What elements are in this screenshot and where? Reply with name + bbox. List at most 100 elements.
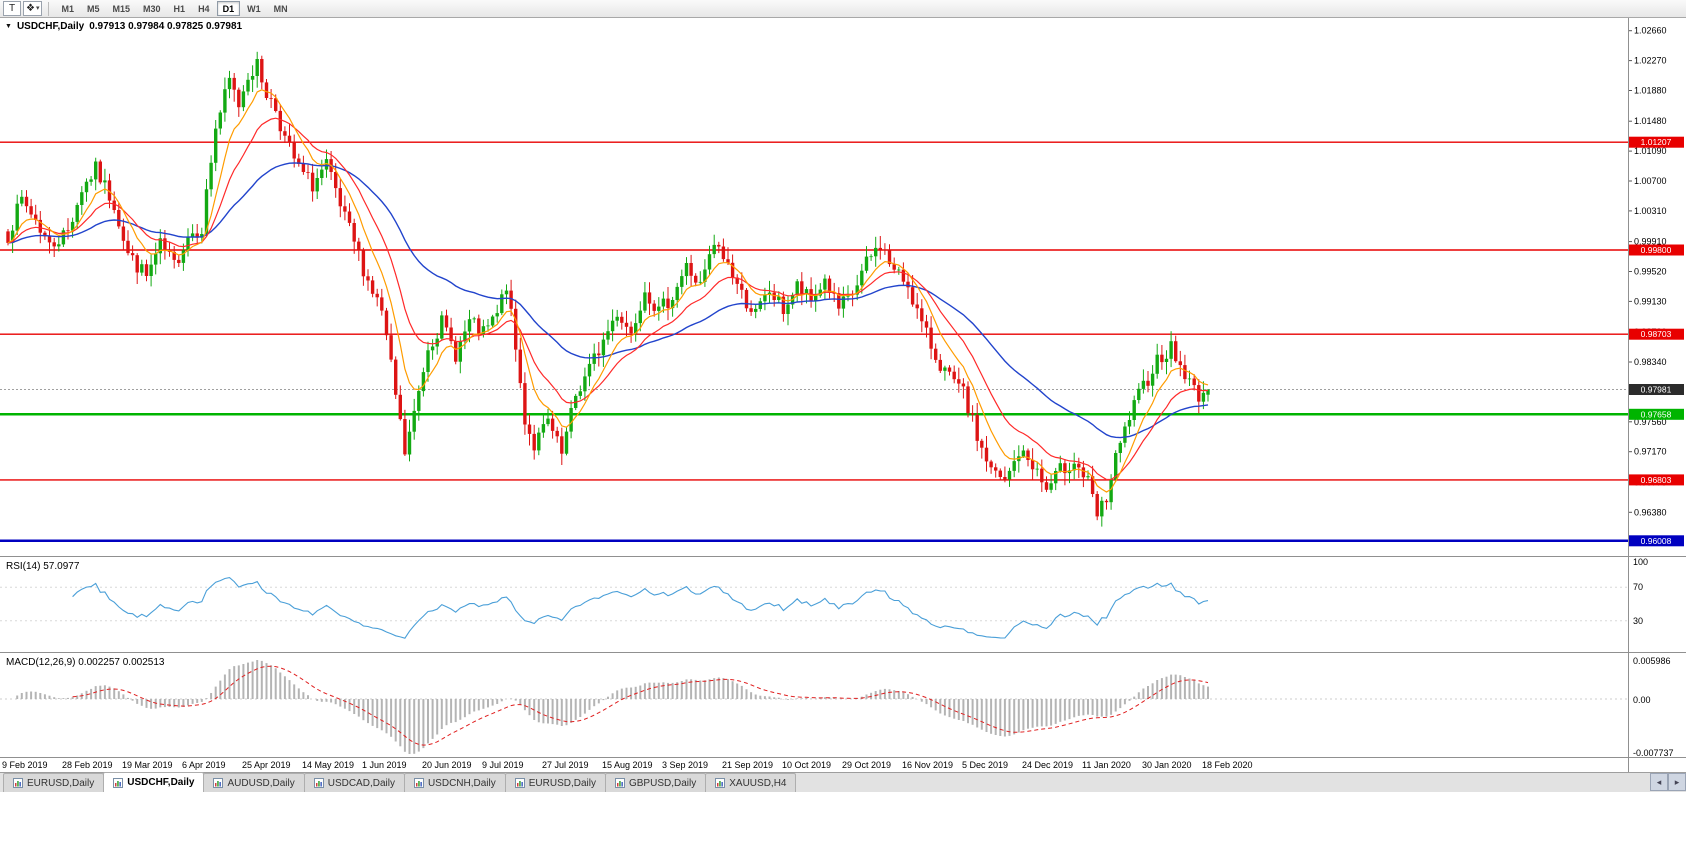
svg-text:28 Feb 2019: 28 Feb 2019 xyxy=(62,760,113,770)
mini-chart-icon xyxy=(313,778,324,788)
timeframe-button-h1[interactable]: H1 xyxy=(168,1,192,16)
svg-text:1.00310: 1.00310 xyxy=(1634,206,1667,216)
tab-scroll-buttons: ◂ ▸ xyxy=(1650,772,1686,792)
svg-text:3 Sep 2019: 3 Sep 2019 xyxy=(662,760,708,770)
shapes-icon: ❖ xyxy=(26,3,35,14)
svg-text:MACD(12,26,9) 0.002257 0.00251: MACD(12,26,9) 0.002257 0.002513 xyxy=(6,657,165,668)
tab-scroll-left-button[interactable]: ◂ xyxy=(1650,773,1668,791)
mini-chart-icon xyxy=(715,778,726,788)
svg-text:1.01480: 1.01480 xyxy=(1634,116,1667,126)
timeframe-button-group: M1 M5 M15 M30 H1 H4 D1 W1 MN xyxy=(55,1,293,16)
mini-chart-icon xyxy=(213,778,224,788)
chart-tab-label: USDCHF,Daily xyxy=(127,777,195,788)
svg-text:9 Feb 2019: 9 Feb 2019 xyxy=(2,760,48,770)
svg-text:1.00700: 1.00700 xyxy=(1634,176,1667,186)
svg-text:0.98703: 0.98703 xyxy=(1641,329,1672,339)
drawing-tools-button[interactable]: ❖ ▾ xyxy=(23,1,43,16)
chart-tab-label: USDCNH,Daily xyxy=(427,777,496,789)
svg-text:5 Dec 2019: 5 Dec 2019 xyxy=(962,760,1008,770)
mini-chart-icon xyxy=(13,778,23,788)
svg-text:0.99520: 0.99520 xyxy=(1634,267,1667,277)
chart-tab-label: GBPUSD,Daily xyxy=(628,777,697,789)
mini-chart-icon xyxy=(614,778,625,788)
svg-text:18 Feb 2020: 18 Feb 2020 xyxy=(1202,760,1253,770)
caret-down-icon: ▾ xyxy=(35,5,40,12)
svg-text:0.97981: 0.97981 xyxy=(1641,385,1672,395)
chart-tab-xauusd-h4[interactable]: XAUUSD,H4 xyxy=(705,773,797,792)
chart-tab-label: AUDUSD,Daily xyxy=(227,777,295,789)
svg-text:RSI(14) 57.0977: RSI(14) 57.0977 xyxy=(6,561,80,572)
price-level-lines[interactable] xyxy=(0,141,1628,543)
price-chart-canvas[interactable]: RSI(14) 57.0977 100 70 30 MACD(12,26,9) 0.00… xyxy=(0,18,1686,772)
chart-tabbar: EURUSD,Daily USDCHF,Daily AUDUSD,Daily USDC… xyxy=(0,772,1686,792)
toolbar-separator xyxy=(48,1,50,16)
svg-text:100: 100 xyxy=(1633,557,1648,567)
svg-text:1.02270: 1.02270 xyxy=(1634,56,1667,66)
svg-text:1.01090: 1.01090 xyxy=(1634,146,1667,156)
svg-text:0.96380: 0.96380 xyxy=(1634,507,1667,517)
svg-text:21 Sep 2019: 21 Sep 2019 xyxy=(722,760,773,770)
svg-text:1 Jun 2019: 1 Jun 2019 xyxy=(362,760,407,770)
time-axis[interactable]: 9 Feb 2019 28 Feb 2019 19 Mar 2019 6 Apr 20… xyxy=(0,757,1686,771)
timeframe-button-h4[interactable]: H4 xyxy=(192,1,216,16)
timeframe-button-m15[interactable]: M15 xyxy=(107,1,137,16)
svg-text:0.97560: 0.97560 xyxy=(1634,417,1667,427)
svg-text:1.01880: 1.01880 xyxy=(1634,86,1667,96)
chart-area: ▼ USDCHF,Daily 0.97913 0.97984 0.97825 0… xyxy=(0,18,1686,772)
svg-text:16 Nov 2019: 16 Nov 2019 xyxy=(902,760,953,770)
svg-text:15 Aug 2019: 15 Aug 2019 xyxy=(602,760,653,770)
mini-chart-icon xyxy=(113,777,124,788)
macd-panel: MACD(12,26,9) 0.002257 0.002513 0.005986 0… xyxy=(0,652,1686,758)
svg-text:0.99910: 0.99910 xyxy=(1634,237,1667,247)
chart-tab-label: EURUSD,Daily xyxy=(27,777,95,789)
timeframe-button-m5[interactable]: M5 xyxy=(81,1,106,16)
mini-chart-icon xyxy=(413,778,424,788)
price-axis[interactable]: 1.02660 1.02270 1.01880 1.01480 1.01090 1.007… xyxy=(1628,26,1684,548)
svg-text:29 Oct 2019: 29 Oct 2019 xyxy=(842,760,891,770)
svg-text:0.005986: 0.005986 xyxy=(1633,656,1671,666)
status-area xyxy=(0,792,1686,850)
chart-tab-usdchf-daily[interactable]: USDCHF,Daily xyxy=(103,772,205,792)
chart-tab-eurusd-daily[interactable]: EURUSD,Daily xyxy=(504,773,606,792)
chart-tab-label: USDCAD,Daily xyxy=(327,777,395,789)
chart-title-overlay: ▼ USDCHF,Daily 0.97913 0.97984 0.97825 0… xyxy=(5,21,242,32)
chart-tab-usdcnh-daily[interactable]: USDCNH,Daily xyxy=(403,773,506,792)
candlestick-series xyxy=(6,51,1210,527)
svg-text:-0.007737: -0.007737 xyxy=(1633,748,1674,758)
chart-tab-audusd-daily[interactable]: AUDUSD,Daily xyxy=(203,773,305,792)
moving-average-lines xyxy=(7,89,1209,493)
svg-text:0.97170: 0.97170 xyxy=(1634,447,1667,457)
timeframe-button-mn[interactable]: MN xyxy=(268,1,294,16)
chart-tab-usdcad-daily[interactable]: USDCAD,Daily xyxy=(303,773,405,792)
timeframe-button-m30[interactable]: M30 xyxy=(137,1,167,16)
svg-text:0.96803: 0.96803 xyxy=(1641,475,1672,485)
tab-scroll-right-button[interactable]: ▸ xyxy=(1668,773,1686,791)
svg-text:1.01207: 1.01207 xyxy=(1641,137,1672,147)
svg-text:0.96008: 0.96008 xyxy=(1641,536,1672,546)
chart-tab-gbpusd-daily[interactable]: GBPUSD,Daily xyxy=(604,773,707,792)
chart-tab-label: EURUSD,Daily xyxy=(528,777,596,789)
mini-chart-icon xyxy=(514,778,525,788)
timeframe-button-m1[interactable]: M1 xyxy=(55,1,80,16)
svg-text:1.02660: 1.02660 xyxy=(1634,26,1667,36)
svg-text:0.99130: 0.99130 xyxy=(1634,296,1667,306)
svg-text:14 May 2019: 14 May 2019 xyxy=(302,760,354,770)
chart-tab-eurusd-daily[interactable]: EURUSD,Daily xyxy=(3,773,105,792)
svg-text:0.97658: 0.97658 xyxy=(1641,409,1672,419)
svg-text:0.00: 0.00 xyxy=(1633,695,1651,705)
svg-text:25 Apr 2019: 25 Apr 2019 xyxy=(242,760,291,770)
timeframe-button-w1[interactable]: W1 xyxy=(241,1,267,16)
svg-text:30: 30 xyxy=(1633,616,1643,626)
svg-text:9 Jul 2019: 9 Jul 2019 xyxy=(482,760,524,770)
timeframe-button-d1[interactable]: D1 xyxy=(216,1,241,16)
pointer-tool-button[interactable]: T xyxy=(3,1,21,16)
svg-text:19 Mar 2019: 19 Mar 2019 xyxy=(122,760,173,770)
rsi-panel: RSI(14) 57.0977 100 70 30 xyxy=(0,556,1686,639)
svg-text:0.98340: 0.98340 xyxy=(1634,357,1667,367)
chart-dropdown-icon[interactable]: ▼ xyxy=(5,23,12,30)
chart-symbol-label: USDCHF,Daily xyxy=(16,21,85,32)
svg-text:24 Dec 2019: 24 Dec 2019 xyxy=(1022,760,1073,770)
svg-text:70: 70 xyxy=(1633,582,1643,592)
svg-text:27 Jul 2019: 27 Jul 2019 xyxy=(542,760,589,770)
